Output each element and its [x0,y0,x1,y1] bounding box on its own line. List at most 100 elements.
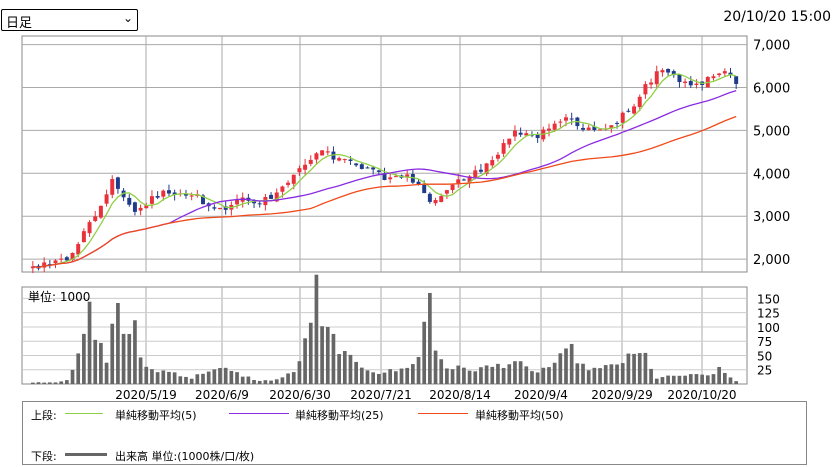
volume-bar [150,369,154,384]
candle-body [495,154,500,159]
volume-bar [359,367,364,384]
volume-bar [467,370,472,384]
candle-body [223,206,228,210]
volume-bar [405,367,410,384]
volume-bar [535,372,540,384]
period-select[interactable]: 日足 ⌄ [1,9,138,31]
volume-bar [82,333,86,384]
volume-bar [479,367,483,384]
volume-bar [558,353,563,384]
volume-bar [632,353,636,384]
volume-bar [547,367,551,384]
candle-body [717,73,722,76]
volume-bar [229,370,234,384]
volume-bar [48,382,52,384]
volume-bar [518,361,523,384]
candle-body [444,190,449,194]
candle-body [269,194,274,199]
volume-bar [291,372,296,384]
volume-bar [99,342,103,384]
candle-body [722,71,727,74]
candle-body [331,151,336,160]
volume-bar [439,359,444,384]
volume-bar [552,362,557,384]
candle-body [280,186,285,192]
candle-body [342,159,347,161]
x-tick-label: 2020/5/19 [115,388,177,400]
volume-bar [496,363,500,384]
candle-body [620,112,625,123]
candle-body [637,96,642,107]
candle-body [484,163,489,174]
volume-bar [592,367,597,384]
chevron-down-icon: ⌄ [122,11,133,25]
candle-body [365,167,370,169]
candle-body [189,195,194,197]
candle-body [257,203,262,205]
volume-bar [263,380,268,384]
candle-body [115,177,120,189]
x-axis: 2020/5/19 2020/6/9 2020/6/30 2020/7/21 2020/… [115,388,736,400]
volume-bar [138,357,143,384]
volume-bar [394,371,398,384]
volume-unit-label: 単位: 1000 [28,289,90,304]
volume-bar [178,376,183,384]
candle-body [81,231,86,243]
candle-body [711,76,716,79]
candle-body [93,216,98,221]
volume-bar [626,353,631,384]
volume-tick-label: 150 [757,292,780,306]
price-tick-label: 6,000 [753,81,790,96]
volume-bar [223,367,228,384]
sma5-line [32,73,737,269]
candle-body [592,126,597,131]
candle-body [325,151,330,153]
volume-bar [564,348,568,384]
timestamp: 20/10/20 15:00 [723,9,831,25]
volume-tick-label: 25 [757,364,772,378]
candle-body [581,127,586,130]
volume-bar [36,382,41,384]
volume-bar [201,373,205,384]
volume-bar [189,378,194,384]
volume-bar [376,373,381,384]
candle-body [683,81,688,84]
volume-bar [127,333,132,384]
volume-bar [513,361,517,384]
candle-body [473,170,478,178]
legend-sma50-swatch [418,413,468,414]
volume-plot-frame [21,286,748,385]
volume-bar [688,374,693,384]
candle-body [677,74,682,83]
volume-bar [388,369,393,384]
volume-bar [620,363,625,384]
legend-upper-label: 上段: [31,409,57,422]
volume-bar [342,351,347,384]
volume-bar [212,369,217,384]
candle-body [30,266,35,269]
volume-bar [700,374,704,384]
legend-sma25-swatch [229,413,289,414]
candle-body [507,138,512,145]
candle-body [654,71,659,85]
candle-body [371,167,376,170]
candle-body [87,222,92,234]
volume-bar [104,362,109,384]
candle-body [598,129,603,131]
candle-body [433,200,438,204]
volume-bar [93,339,98,384]
candle-body [64,257,69,261]
volume-bar [586,370,591,384]
candle-body [297,168,302,173]
volume-bar [637,353,642,384]
candle-body [308,159,313,164]
volume-bar [172,372,177,384]
volume-bar [705,375,710,384]
volume-bar [240,376,245,384]
price-plot-frame [21,35,748,273]
volume-bar [490,366,495,384]
volume-bar [167,371,171,384]
candle-body [149,196,154,204]
volume-bar [722,372,727,384]
